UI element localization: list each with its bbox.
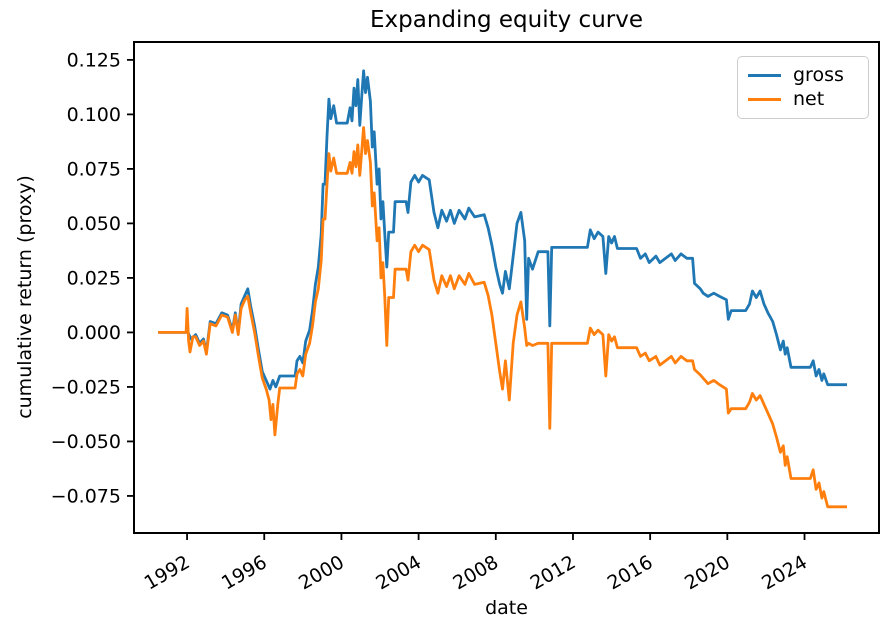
gross-line (158, 69, 847, 391)
x-axis-label: date (485, 597, 528, 619)
y-tick-label: 0.000 (67, 322, 121, 344)
gross-line-swatch (748, 73, 781, 77)
x-tick-label: 1996 (218, 551, 271, 594)
legend-item-gross: gross (748, 63, 858, 86)
y-tick-label: 0.125 (67, 49, 121, 71)
x-tick-label: 1992 (141, 551, 194, 594)
x-tick-label: 2004 (372, 551, 425, 594)
y-tick-label: −0.075 (51, 485, 121, 507)
y-tick-label: 0.100 (67, 104, 121, 126)
legend: gross net (737, 56, 869, 119)
legend-label-gross: gross (793, 63, 844, 86)
chart-title: Expanding equity curve (370, 7, 643, 33)
y-tick-label: 0.025 (67, 267, 121, 289)
axes-frame (133, 41, 880, 534)
y-tick-label: −0.025 (51, 376, 121, 398)
y-tick-label: 0.075 (67, 158, 121, 180)
x-tick-label: 2024 (758, 551, 811, 594)
x-tick-label: 2000 (295, 551, 348, 594)
x-tick-label: 2008 (449, 551, 502, 594)
x-tick-label: 2020 (681, 551, 734, 594)
x-tick-label: 2012 (527, 551, 580, 594)
x-tick-label: 2016 (604, 551, 657, 594)
legend-label-net: net (793, 88, 825, 111)
net-line (158, 126, 847, 509)
y-tick-label: −0.050 (51, 431, 121, 453)
net-line-swatch (748, 98, 781, 102)
y-tick-label: 0.050 (67, 213, 121, 235)
legend-item-net: net (748, 89, 858, 110)
